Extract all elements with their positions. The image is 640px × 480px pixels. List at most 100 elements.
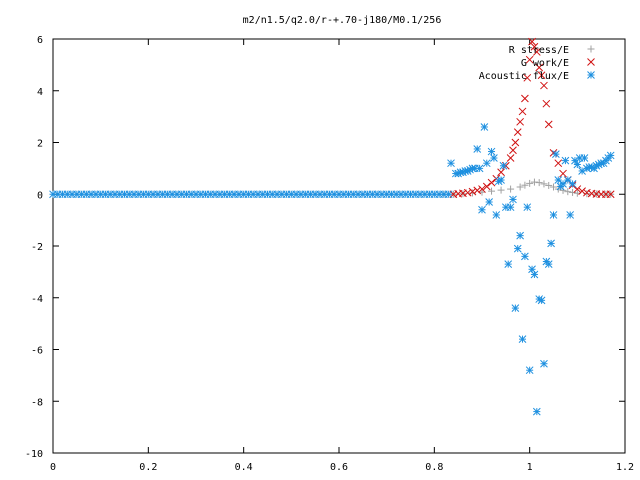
point-acoustic-flux-e [530, 270, 539, 279]
y-tick-label: -10 [25, 449, 43, 460]
point-acoustic-flux-e [552, 150, 560, 158]
legend-label: R stress/E [509, 45, 569, 56]
point-g-work-e [487, 178, 496, 187]
point-g-work-e [513, 128, 522, 137]
point-acoustic-flux-e [537, 296, 546, 305]
point-acoustic-flux-e [447, 159, 455, 168]
point-acoustic-flux-e [516, 231, 524, 240]
point-acoustic-flux-e [532, 407, 541, 416]
point-acoustic-flux-e [544, 260, 553, 268]
y-tick-label: 4 [37, 87, 43, 98]
point-r-stress-e [559, 186, 567, 194]
chart-title: m2/n1.5/q2.0/r-+.70-j180/M0.1/256 [243, 15, 442, 26]
point-g-work-e [528, 37, 536, 46]
point-acoustic-flux-e [521, 252, 529, 261]
point-g-work-e [542, 99, 551, 108]
point-g-work-e [463, 188, 472, 197]
point-g-work-e [540, 81, 548, 90]
point-g-work-e [511, 138, 520, 147]
point-g-work-e [606, 190, 615, 199]
point-acoustic-flux-e [499, 161, 508, 170]
legend: R stress/E G work/E Acoustic flux/E [479, 45, 595, 82]
point-acoustic-flux-e [523, 203, 532, 212]
point-g-work-e [518, 107, 527, 116]
point-acoustic-flux-e [580, 154, 589, 162]
point-r-stress-e [535, 179, 543, 187]
y-tick-label: -2 [31, 242, 43, 253]
point-r-stress-e [550, 183, 557, 191]
x-tick-labels: 0 0.2 0.4 0.6 0.8 1 1.2 [50, 462, 634, 473]
point-acoustic-flux-e [497, 176, 505, 184]
point-acoustic-flux-e [482, 159, 491, 168]
point-acoustic-flux-e [490, 154, 498, 162]
point-acoustic-flux-e [473, 145, 482, 153]
point-g-work-e [544, 120, 553, 129]
point-g-work-e [478, 185, 486, 193]
point-acoustic-flux-e [506, 203, 515, 212]
point-acoustic-flux-e [492, 211, 501, 219]
point-g-work-e [473, 186, 482, 195]
point-g-work-e [506, 154, 515, 162]
x-tick-label: 1 [527, 462, 533, 473]
point-g-work-e [535, 63, 544, 72]
point-acoustic-flux-e [554, 176, 563, 184]
axis-ticks [52, 38, 626, 454]
point-acoustic-flux-e [511, 304, 520, 312]
point-g-work-e [523, 73, 532, 82]
point-acoustic-flux-e [485, 198, 494, 206]
x-tick-label: 0.8 [425, 462, 443, 473]
point-acoustic-flux-e [540, 359, 548, 368]
point-acoustic-flux-e [513, 244, 522, 253]
point-r-stress-e [540, 180, 548, 188]
point-g-work-e [497, 168, 505, 177]
point-r-stress-e [569, 188, 577, 196]
point-acoustic-flux-e [504, 260, 513, 268]
point-acoustic-flux-e [547, 239, 555, 248]
y-tick-label: 0 [37, 190, 43, 201]
point-r-stress-e [488, 187, 496, 195]
point-g-work-e [509, 146, 517, 155]
point-acoustic-flux-e [563, 176, 572, 184]
point-g-work-e [482, 182, 491, 191]
legend-marker [587, 58, 595, 66]
y-tick-label: -6 [31, 346, 43, 357]
point-acoustic-flux-e [478, 205, 486, 214]
point-acoustic-flux-e [525, 366, 534, 375]
point-r-stress-e [564, 188, 572, 196]
point-r-stress-e [516, 183, 524, 191]
point-g-work-e [532, 48, 541, 56]
point-g-work-e [521, 94, 529, 103]
point-r-stress-e [507, 185, 515, 193]
point-acoustic-flux-e [509, 195, 517, 204]
point-g-work-e [525, 55, 534, 64]
point-acoustic-flux-e [606, 151, 615, 160]
point-acoustic-flux-e [549, 211, 558, 219]
point-acoustic-flux-e [566, 211, 575, 219]
point-r-stress-e [526, 179, 534, 187]
point-r-stress-e [521, 181, 529, 189]
point-acoustic-flux-e [444, 190, 453, 199]
x-tick-label: 1.2 [616, 462, 634, 473]
point-acoustic-flux-e [480, 123, 489, 131]
point-r-stress-e [530, 178, 538, 186]
y-tick-label: -4 [31, 294, 43, 305]
point-g-work-e [516, 117, 524, 126]
point-acoustic-flux-e [518, 335, 527, 344]
point-acoustic-flux-e [568, 180, 577, 188]
point-r-stress-e [545, 181, 553, 189]
point-g-work-e [468, 187, 477, 196]
point-acoustic-flux-e [487, 147, 496, 156]
point-g-work-e [559, 169, 567, 178]
data-points [49, 37, 615, 416]
point-acoustic-flux-e [561, 156, 570, 165]
point-g-work-e [554, 159, 563, 168]
point-g-work-e [530, 42, 539, 51]
point-r-stress-e [497, 186, 505, 194]
x-tick-label: 0 [50, 462, 56, 473]
y-tick-label: 6 [37, 35, 43, 46]
point-acoustic-flux-e [559, 180, 567, 188]
x-tick-label: 0.6 [330, 462, 348, 473]
legend-marker [587, 71, 595, 79]
legend-marker [587, 45, 595, 53]
